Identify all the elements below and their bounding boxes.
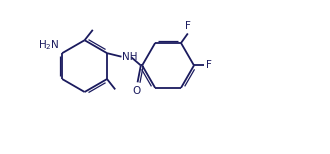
Text: H$_2$N: H$_2$N: [38, 38, 60, 52]
Text: NH: NH: [122, 52, 138, 62]
Text: O: O: [132, 86, 141, 96]
Text: F: F: [206, 60, 212, 70]
Text: F: F: [185, 21, 191, 31]
